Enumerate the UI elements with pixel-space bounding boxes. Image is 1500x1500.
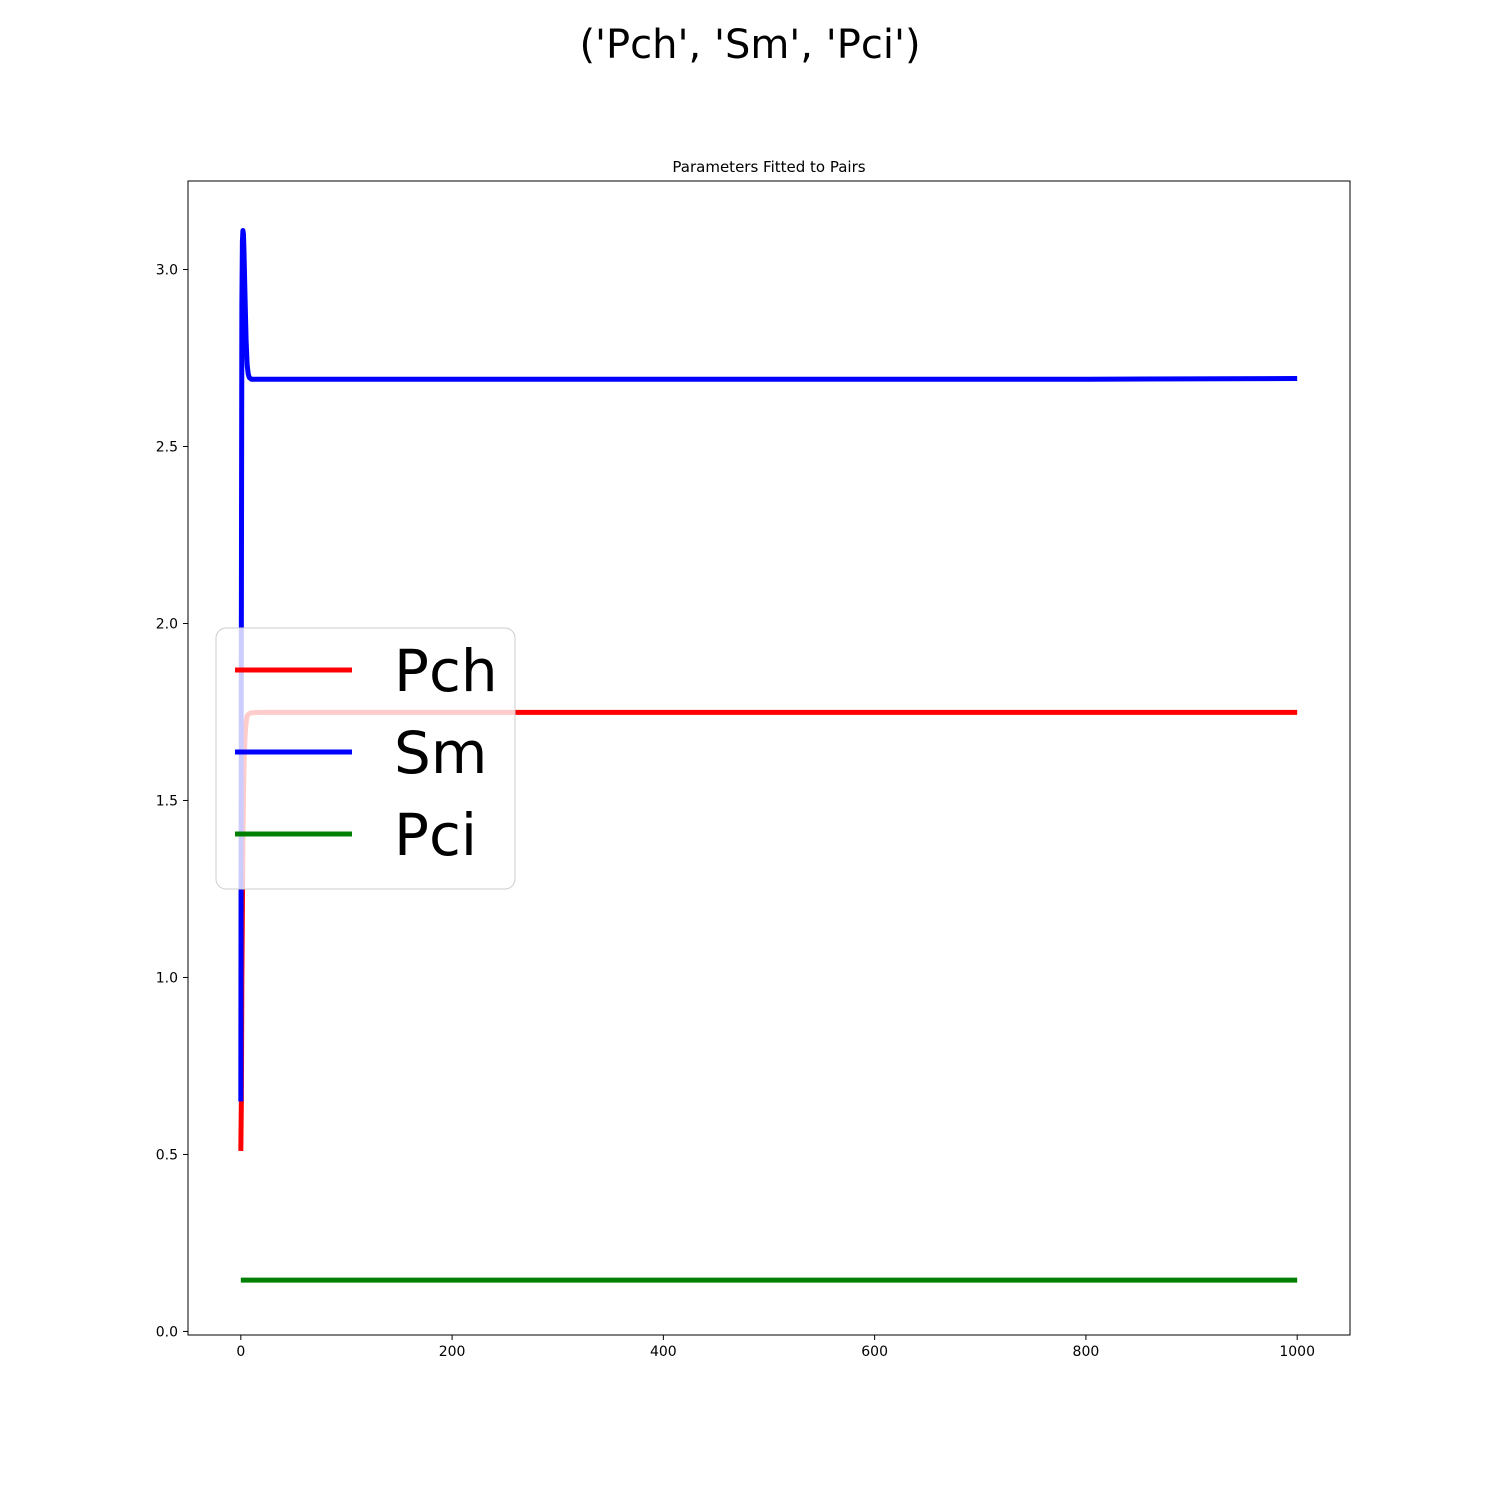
series-line-sm	[238, 228, 1298, 1102]
x-tick-label: 0	[236, 1344, 245, 1360]
x-tick-label: 200	[439, 1344, 466, 1360]
legend-label-pci: Pci	[394, 801, 477, 869]
y-tick-label: 1.0	[156, 970, 178, 986]
x-axis: 0 200 400 600 800 1000	[236, 1335, 1315, 1360]
figure-suptitle: ('Pch', 'Sm', 'Pci')	[579, 22, 921, 68]
legend: Pch Sm Pci	[215, 627, 516, 890]
y-tick-label: 0.0	[156, 1324, 178, 1340]
axes-frame	[187, 180, 1351, 1336]
y-tick-label: 3.0	[156, 262, 178, 278]
legend-items: Pch Sm Pci	[235, 637, 498, 869]
y-tick-label: 2.5	[156, 439, 178, 455]
y-axis: 0.0 0.5 1.0 1.5 2.0 2.5 3.0	[156, 262, 188, 1340]
y-tick-label: 0.5	[156, 1147, 178, 1163]
chart-title: Parameters Fitted to Pairs	[672, 158, 865, 176]
x-tick-label: 600	[861, 1344, 888, 1360]
legend-label-pch: Pch	[394, 637, 498, 705]
legend-label-sm: Sm	[394, 719, 487, 787]
x-tick-label: 800	[1073, 1344, 1100, 1360]
x-tick-label: 400	[650, 1344, 677, 1360]
y-tick-label: 2.0	[156, 616, 178, 632]
x-tick-label: 1000	[1279, 1344, 1315, 1360]
y-tick-label: 1.5	[156, 793, 178, 809]
legend-box	[215, 627, 516, 890]
